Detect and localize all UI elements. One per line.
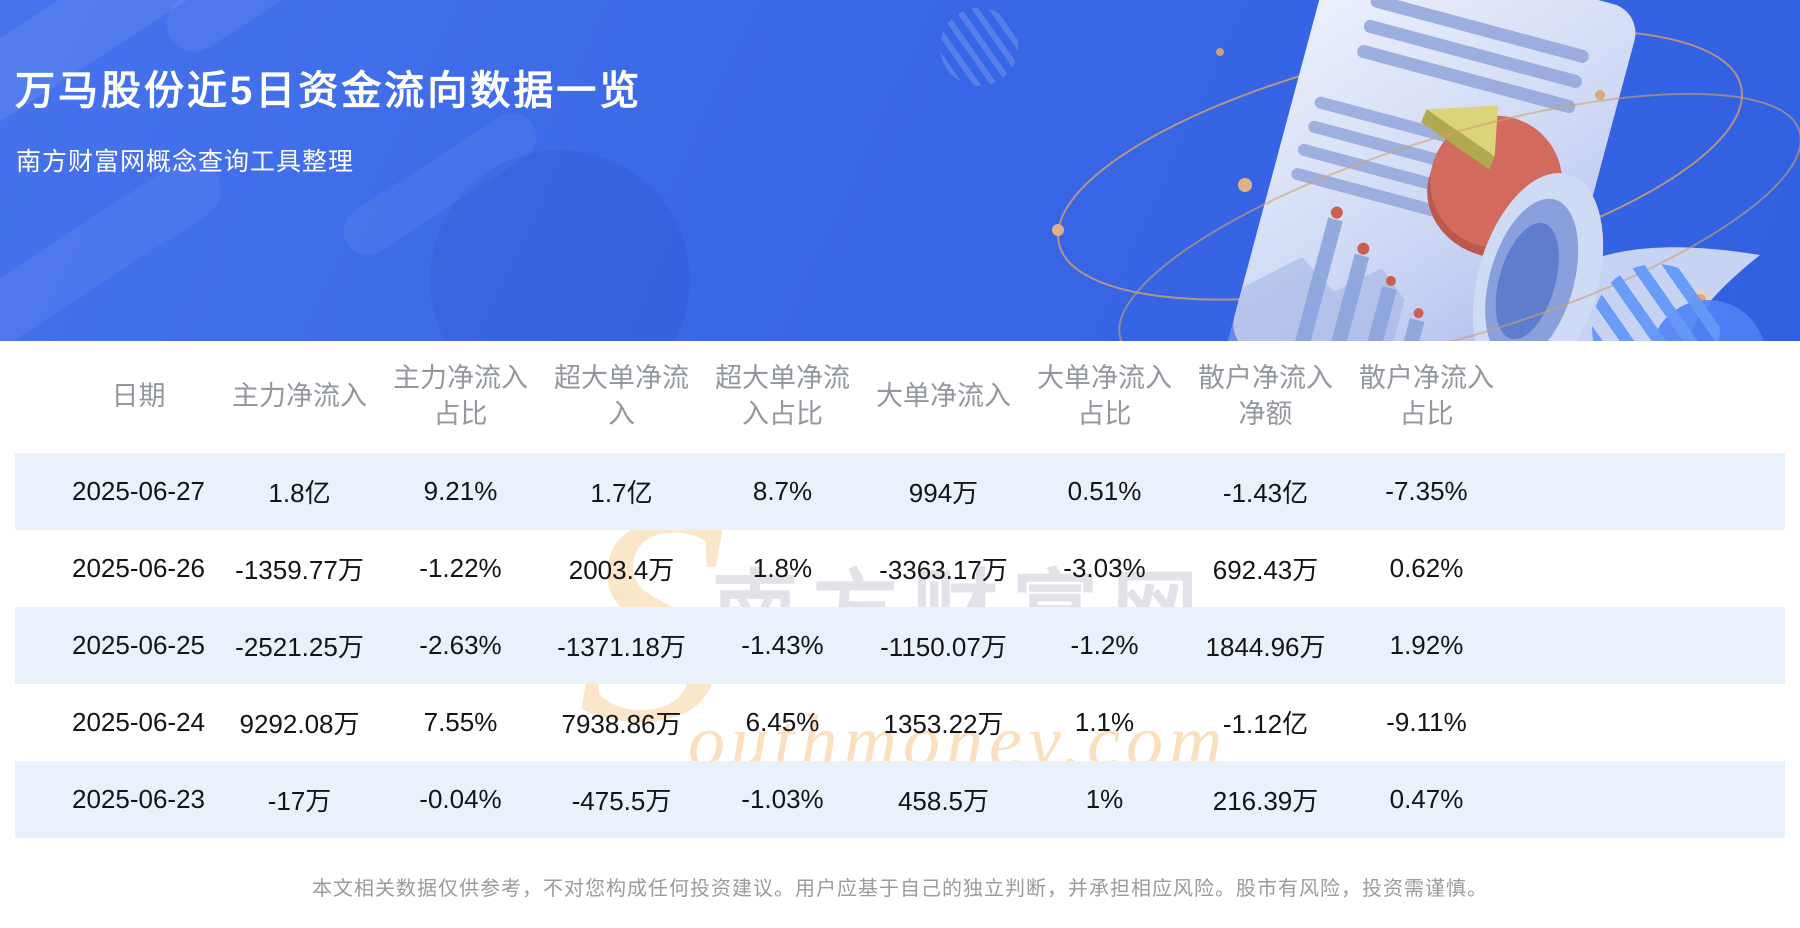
column-header-retail-net-inflow-ratio: 散户净流入 占比 <box>1359 363 1494 429</box>
table-cell: 1.8% <box>752 553 813 583</box>
page-title: 万马股份近5日资金流向数据一览 <box>15 69 643 113</box>
table-cell: 9.21% <box>423 476 498 506</box>
table-cell: -0.04% <box>419 784 502 814</box>
table-cell: 2025-06-26 <box>72 553 205 583</box>
table-cell: 458.5万 <box>897 786 990 816</box>
table-header-row: 日期 主力净流入 主力净流入 占比 超大单净流 入 超大单净流 入占比 大单净流… <box>15 341 1785 453</box>
table-cell: -2.63% <box>419 630 502 660</box>
table-cell: 2025-06-24 <box>72 707 205 737</box>
table-cell: 1% <box>1085 784 1124 814</box>
column-header-main-net-inflow: 主力净流入 <box>232 381 367 412</box>
decor-capsule <box>155 0 405 63</box>
table-cell: 0.51% <box>1067 476 1142 506</box>
table-cell: 1353.22万 <box>883 709 1004 739</box>
table-cell: 994万 <box>908 478 979 508</box>
table-cell: -1371.18万 <box>557 632 686 662</box>
table-row: 2025-06-26 -1359.77万 -1.22% 2003.4万 1.8% -336… <box>15 530 1785 607</box>
table-row: 2025-06-23 -17万 -0.04% -475.5万 -1.03% 458.5万 1… <box>15 761 1785 838</box>
fund-flow-table: 日期 主力净流入 主力净流入 占比 超大单净流 入 超大单净流 入占比 大单净流… <box>15 341 1785 838</box>
column-header-xl-order-net-inflow: 超大单净流 入 <box>554 363 689 429</box>
table-cell: -9.11% <box>1386 707 1467 737</box>
column-header-xl-order-net-inflow-ratio: 超大单净流 入占比 <box>715 363 850 429</box>
report-scroll-illustration <box>1052 0 1800 341</box>
hero-banner: 万马股份近5日资金流向数据一览 南方财富网概念查询工具整理 <box>0 0 1800 341</box>
orbit-dot <box>1052 224 1064 236</box>
text-line <box>1291 168 1452 220</box>
column-header-retail-net-inflow: 散户净流入 净额 <box>1198 363 1333 429</box>
text-line <box>1363 19 1582 88</box>
table-cell: -1.03% <box>741 784 824 814</box>
table-cell: -3.03% <box>1063 553 1146 583</box>
table-cell: 7938.86万 <box>561 709 682 739</box>
table-cell: 2003.4万 <box>568 555 675 585</box>
orbit-ring <box>1118 92 1800 341</box>
table-cell: -1.2% <box>1070 630 1139 660</box>
column-header-large-order-net-inflow-ratio: 大单净流入 占比 <box>1037 363 1172 429</box>
column-header-main-net-inflow-ratio: 主力净流入 占比 <box>393 363 528 429</box>
table-cell: 216.39万 <box>1212 786 1319 816</box>
table-cell: 8.7% <box>752 476 813 506</box>
text-line <box>1370 0 1589 63</box>
table-cell: -3363.17万 <box>879 555 1008 585</box>
table-cell: -1.22% <box>419 553 502 583</box>
table-cell: 2025-06-25 <box>72 630 205 660</box>
table-cell: -1359.77万 <box>235 555 364 585</box>
decor-striped-circle-small <box>940 8 1018 86</box>
bar-chart-icon <box>1221 206 1425 341</box>
orbit-dot <box>1216 48 1224 56</box>
text-line <box>1308 120 1454 169</box>
table-cell: 2025-06-23 <box>72 784 205 814</box>
column-header-large-order-net-inflow: 大单净流入 <box>876 381 1011 412</box>
table-cell: 1.8亿 <box>268 478 331 508</box>
table-row: 2025-06-27 1.8亿 9.21% 1.7亿 8.7% 994万 0.51% -1.4… <box>15 453 1785 530</box>
disclaimer-text: 本文相关数据仅供参考，不对您构成任何投资建议。用户应基于自己的独立判断，并承担相… <box>312 878 1488 900</box>
table-cell: 692.43万 <box>1212 555 1319 585</box>
table-row: 2025-06-25 -2521.25万 -2.63% -1371.18万 -1.43%… <box>15 607 1785 684</box>
column-header-date: 日期 <box>111 381 166 412</box>
table-cell: -475.5万 <box>571 786 672 816</box>
text-line <box>1357 44 1576 114</box>
table-cell: -1150.07万 <box>880 632 1007 662</box>
table-cell: -17万 <box>267 786 332 816</box>
table-cell: -1.43% <box>741 630 824 660</box>
table-cell: 6.45% <box>745 707 820 737</box>
table-cell: 1.92% <box>1389 630 1464 660</box>
table-cell: 0.47% <box>1389 784 1464 814</box>
table-row: 2025-06-24 9292.08万 7.55% 7938.86万 6.45% 1353… <box>15 684 1785 761</box>
scroll-roll <box>1472 172 1604 341</box>
table-cell: 9292.08万 <box>239 709 360 739</box>
text-line <box>1297 143 1458 196</box>
page-subtitle: 南方财富网概念查询工具整理 <box>16 148 355 176</box>
table-cell: -1.43亿 <box>1222 478 1309 508</box>
text-line <box>1314 96 1460 145</box>
table-cell: 7.55% <box>423 707 498 737</box>
table-cell: 1844.96万 <box>1205 632 1326 662</box>
table-cell: 2025-06-27 <box>72 476 205 506</box>
table-cell: -2521.25万 <box>235 632 364 662</box>
table-cell: 0.62% <box>1389 553 1464 583</box>
table-cell: 1.1% <box>1074 707 1135 737</box>
table-cell: 1.7亿 <box>590 478 653 508</box>
table-body: 2025-06-27 1.8亿 9.21% 1.7亿 8.7% 994万 0.51% -1.4… <box>15 453 1785 838</box>
orbit-dot <box>1238 178 1252 192</box>
table-cell: -7.35% <box>1385 476 1468 506</box>
orbit-dot <box>1595 90 1605 100</box>
table-cell: -1.12亿 <box>1222 709 1309 739</box>
